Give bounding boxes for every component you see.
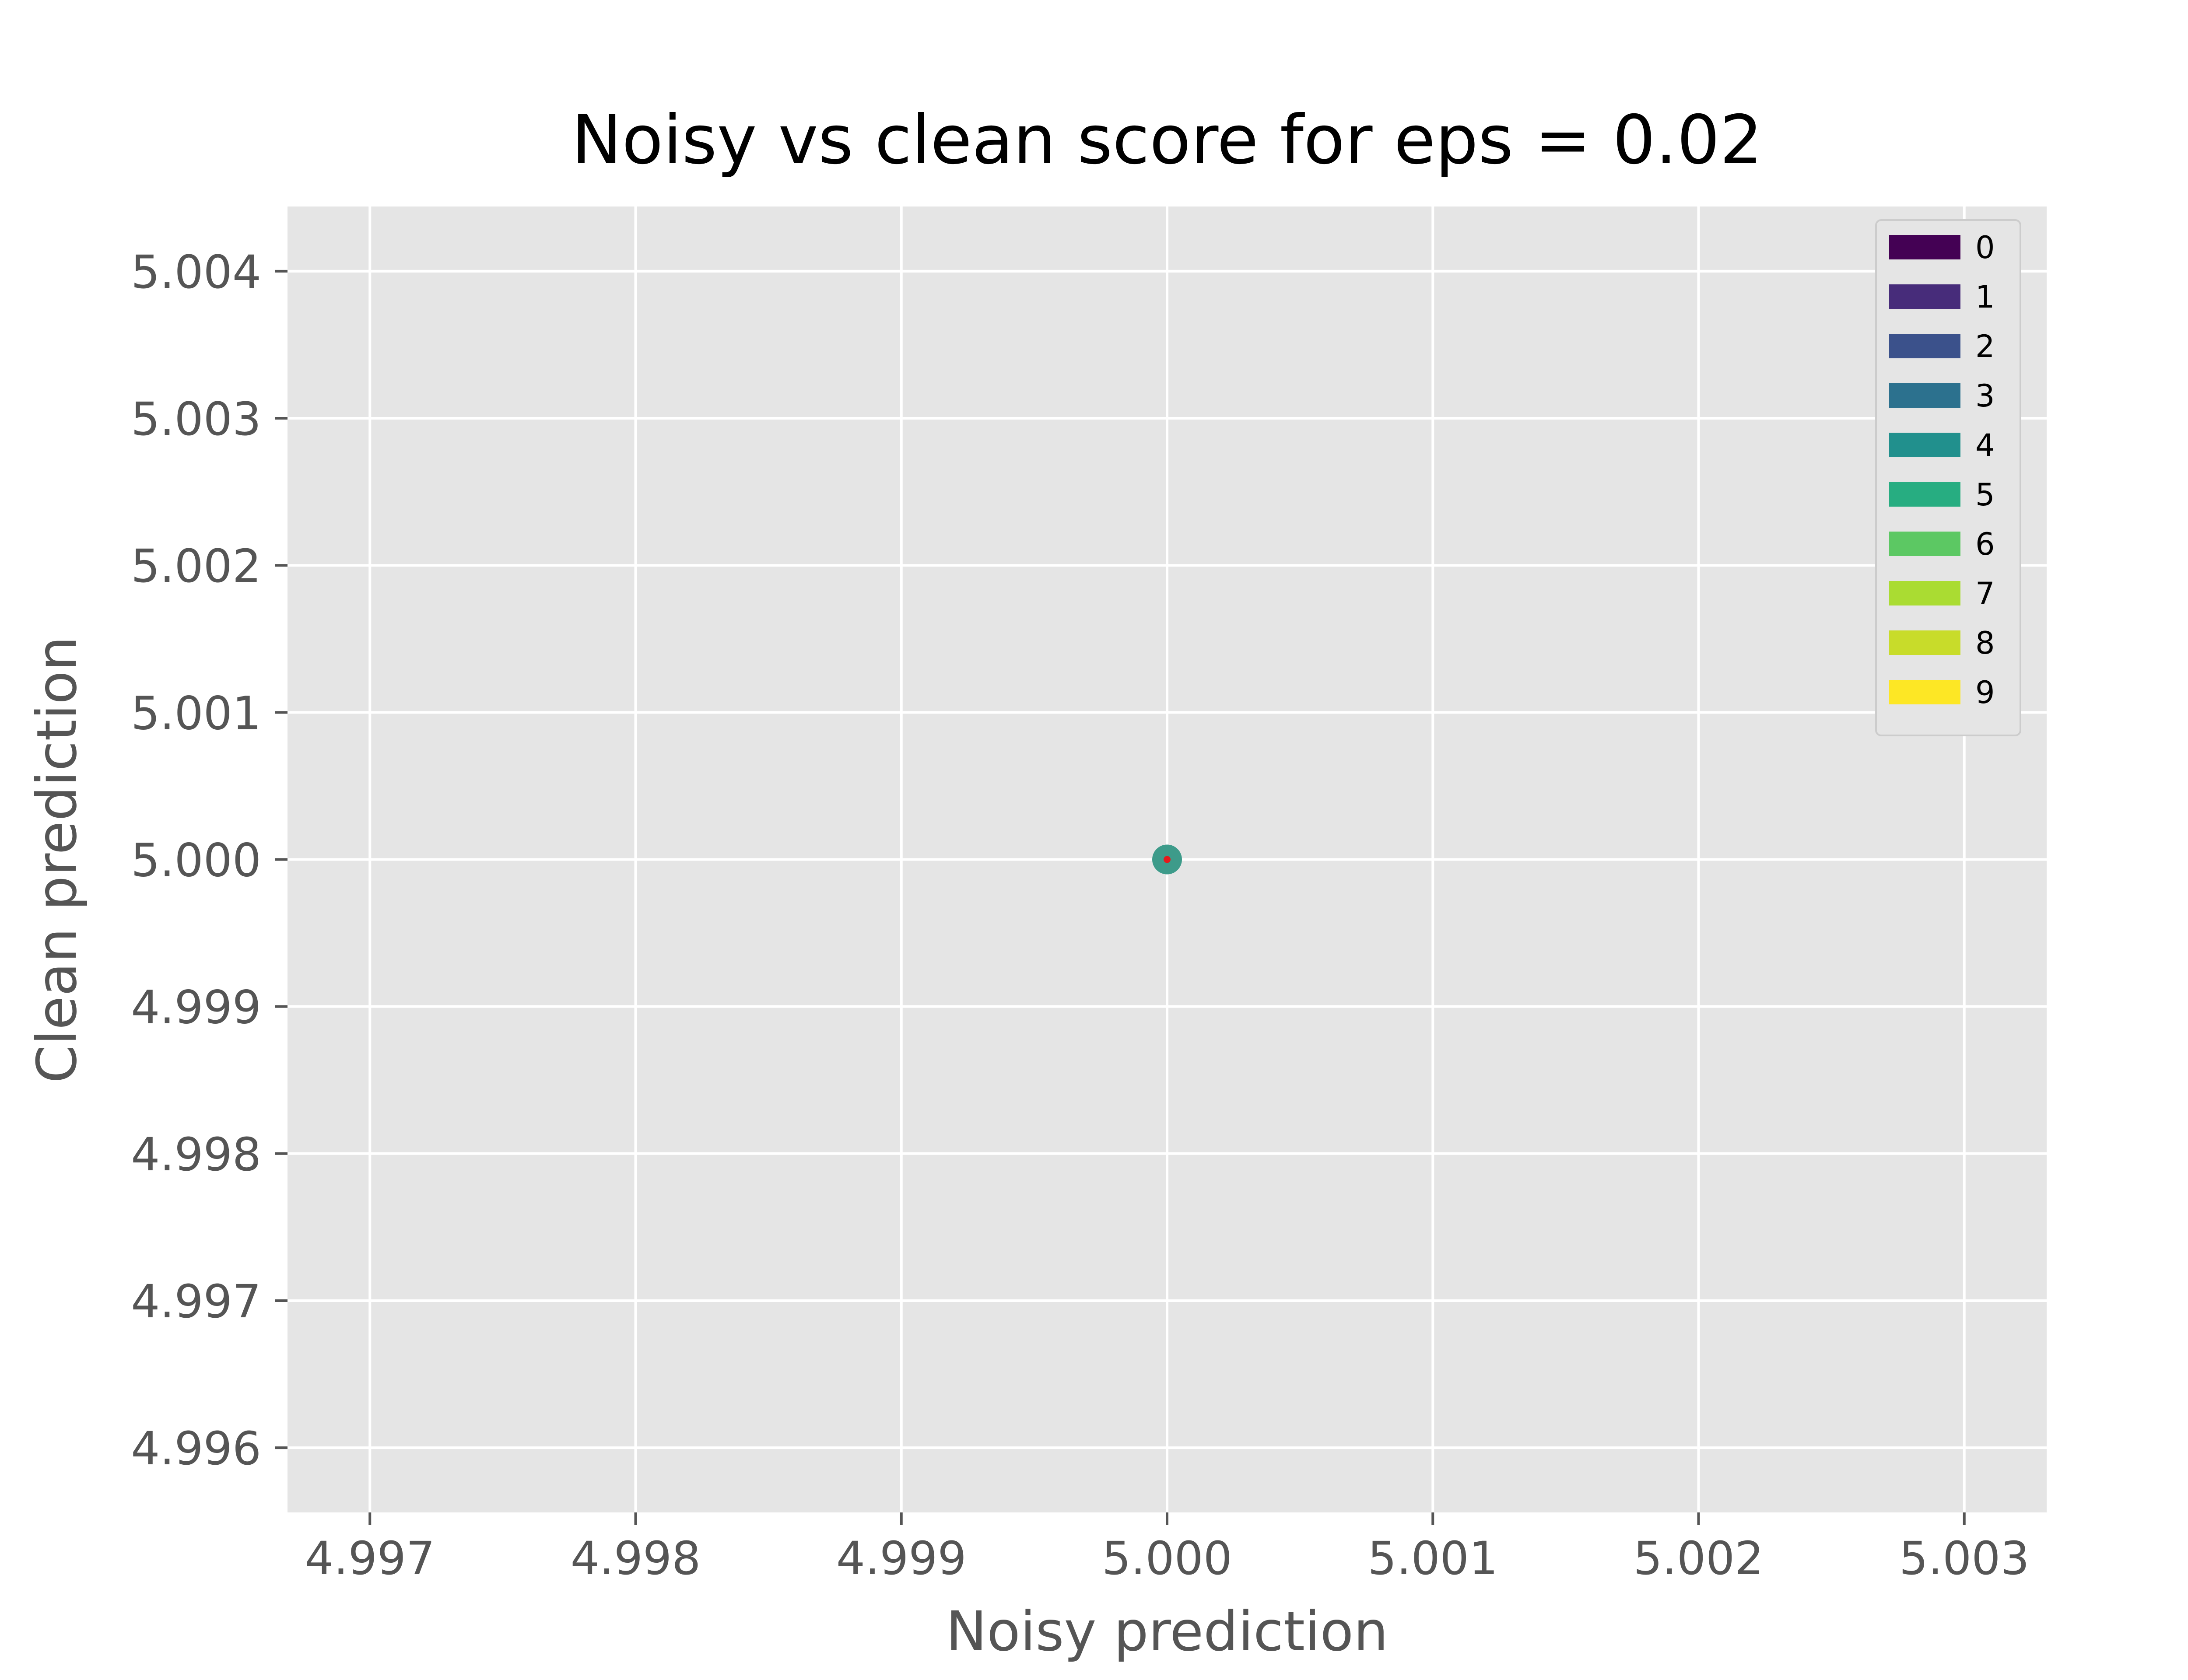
y-axis-label: Clean prediction xyxy=(25,636,89,1083)
legend-label: 4 xyxy=(1975,427,1995,463)
reference-point xyxy=(1164,856,1171,863)
legend-label: 2 xyxy=(1975,329,1995,364)
x-tick-label: 5.003 xyxy=(1899,1532,2030,1585)
legend-label: 9 xyxy=(1975,675,1995,710)
legend-label: 5 xyxy=(1975,477,1995,513)
y-tick-label: 5.003 xyxy=(131,392,261,446)
legend-label: 1 xyxy=(1975,279,1995,315)
y-tick-label: 4.998 xyxy=(131,1128,261,1181)
axis-ticks: 4.997 4.998 4.999 5.000 5.001 5.002 5.003 4.996… xyxy=(131,245,2029,1585)
legend-swatch xyxy=(1889,383,1960,408)
y-tick-label: 5.001 xyxy=(131,686,261,740)
legend-swatch xyxy=(1889,532,1960,556)
legend-swatch xyxy=(1889,680,1960,704)
x-tick-label: 4.997 xyxy=(305,1532,435,1585)
data-points xyxy=(1152,844,1182,875)
legend-label: 6 xyxy=(1975,526,1995,562)
legend-swatch xyxy=(1889,581,1960,606)
legend-swatch xyxy=(1889,334,1960,358)
legend-label: 3 xyxy=(1975,378,1995,414)
legend: 0 1 2 3 4 5 6 7 8 9 xyxy=(1875,219,2021,736)
x-tick-label: 4.999 xyxy=(836,1532,967,1585)
y-tick-label: 4.996 xyxy=(131,1422,261,1475)
legend-swatch xyxy=(1889,284,1960,309)
y-tick-label: 5.002 xyxy=(131,539,261,593)
legend-swatch xyxy=(1889,482,1960,507)
x-tick-label: 5.002 xyxy=(1634,1532,1764,1585)
y-tick-label: 4.997 xyxy=(131,1275,261,1328)
x-tick-label: 5.001 xyxy=(1368,1532,1498,1585)
chart-title: Noisy vs clean score for eps = 0.02 xyxy=(572,101,1763,179)
legend-swatch xyxy=(1889,433,1960,457)
x-tick-label: 4.998 xyxy=(571,1532,701,1585)
y-tick-label: 5.000 xyxy=(131,834,261,887)
legend-label: 0 xyxy=(1975,230,1995,266)
legend-swatch xyxy=(1889,235,1960,259)
legend-label: 7 xyxy=(1975,576,1995,612)
x-tick-label: 5.000 xyxy=(1102,1532,1232,1585)
x-axis-label: Noisy prediction xyxy=(946,1600,1389,1663)
y-tick-label: 4.999 xyxy=(131,981,261,1034)
y-tick-label: 5.004 xyxy=(131,245,261,299)
legend-label: 8 xyxy=(1975,625,1995,661)
legend-swatch xyxy=(1889,630,1960,655)
